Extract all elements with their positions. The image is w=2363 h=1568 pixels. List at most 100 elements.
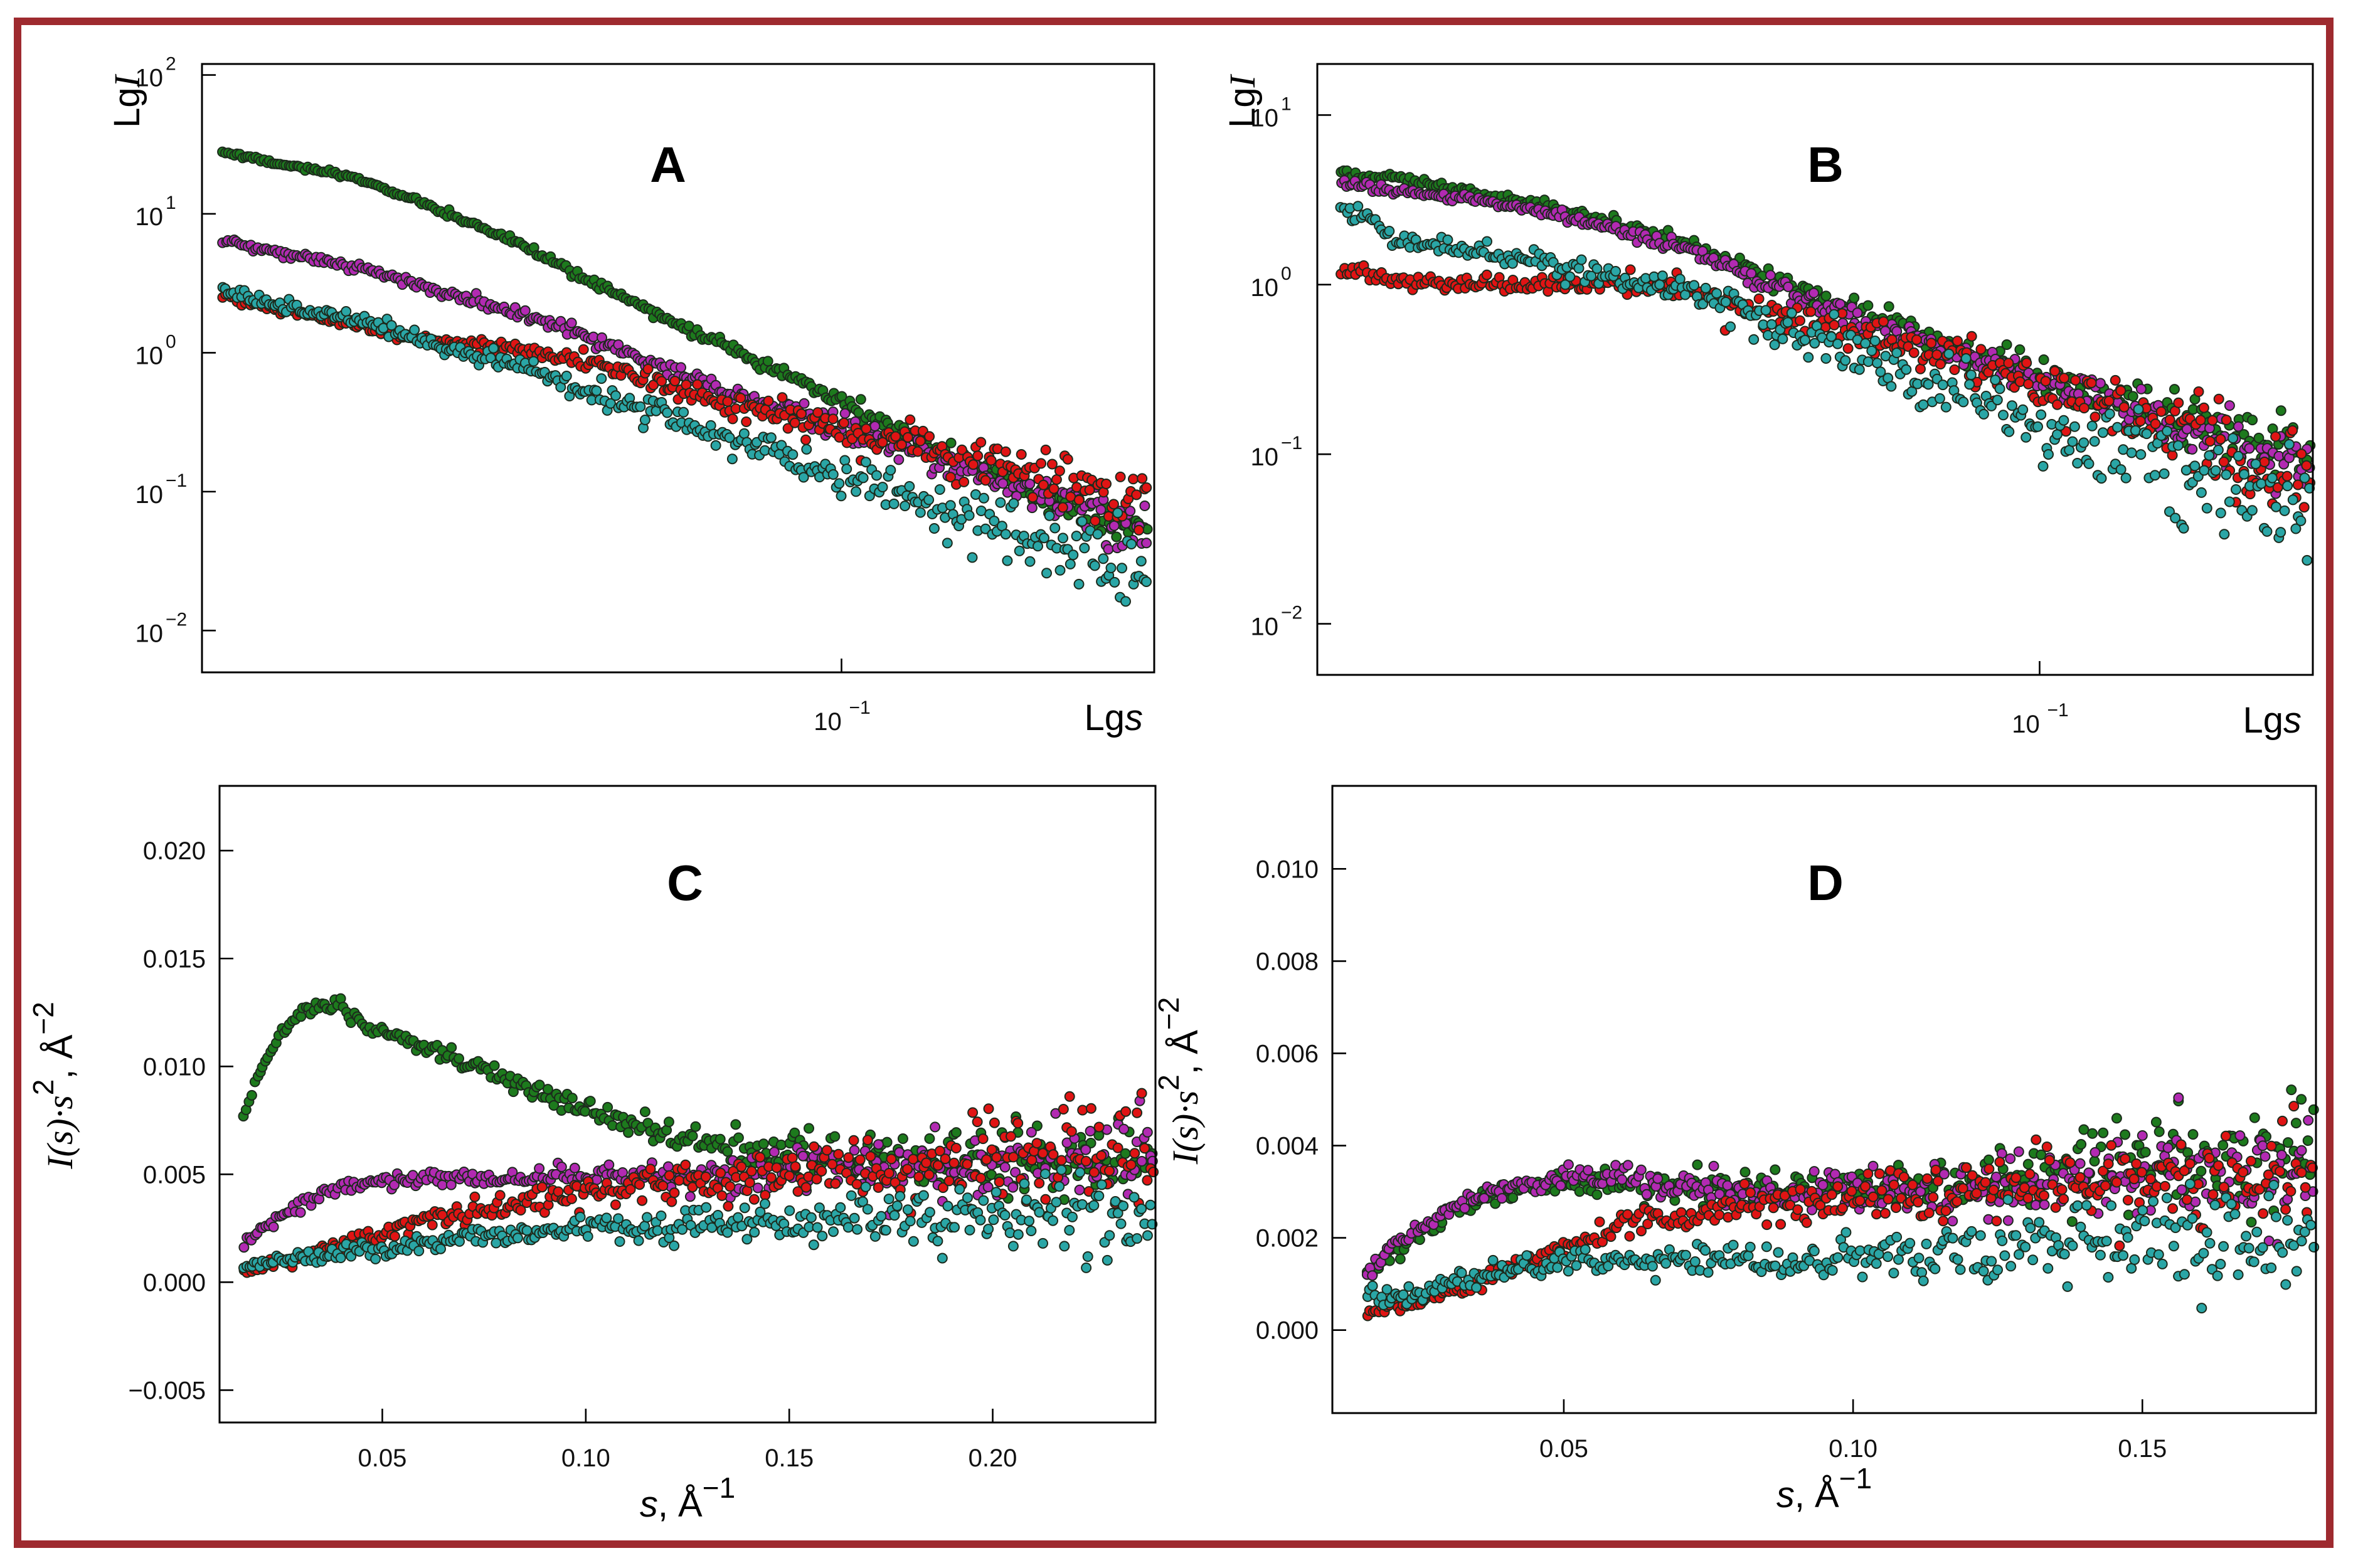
data-point	[2135, 449, 2147, 460]
data-point	[821, 1145, 832, 1156]
data-point	[738, 428, 750, 439]
data-point	[956, 444, 967, 455]
data-point	[877, 482, 888, 493]
data-point	[1937, 379, 1948, 391]
data-point	[741, 416, 752, 427]
data-point	[893, 454, 905, 465]
data-point	[2281, 470, 2293, 482]
data-point	[1077, 1104, 1088, 1116]
data-point	[1081, 1262, 1092, 1273]
data-point	[885, 465, 896, 476]
x-tick-label: 0.10	[561, 1444, 610, 1472]
data-point	[726, 453, 738, 465]
data-point	[1849, 292, 1860, 304]
data-point	[494, 1190, 506, 1201]
data-point	[634, 1179, 645, 1190]
y-tick-exponent: 1	[1281, 93, 1292, 114]
data-point	[2295, 515, 2307, 526]
data-point	[2266, 472, 2278, 484]
data-point	[1801, 1217, 1812, 1228]
data-point	[1635, 1164, 1647, 1175]
data-point	[1014, 545, 1025, 556]
data-point	[663, 1116, 674, 1128]
data-point	[722, 396, 733, 407]
data-point	[370, 1253, 381, 1264]
data-point	[2037, 460, 2049, 472]
data-point	[830, 1178, 841, 1189]
data-point	[2276, 1150, 2287, 1160]
data-point	[1058, 1104, 1069, 1115]
data-point	[948, 1157, 960, 1168]
data-point	[2126, 447, 2137, 458]
data-point	[662, 407, 673, 418]
data-point	[972, 1116, 983, 1128]
data-point	[975, 1172, 987, 1184]
data-point	[662, 1161, 674, 1172]
data-point	[923, 1169, 935, 1180]
data-point	[839, 455, 851, 466]
data-point	[1034, 1207, 1045, 1218]
y-axis-label: LgI	[107, 73, 147, 128]
data-point	[883, 1194, 895, 1205]
data-point	[1725, 321, 1736, 332]
data-point	[2275, 527, 2286, 538]
data-point	[2198, 402, 2209, 413]
data-point	[1084, 484, 1095, 495]
data-point	[2149, 470, 2160, 481]
data-point	[1019, 1178, 1030, 1189]
data-point	[1033, 541, 1043, 552]
series-cyan	[217, 282, 1152, 607]
data-point	[1125, 506, 1136, 517]
data-point	[860, 457, 871, 468]
data-point	[519, 305, 531, 316]
data-point	[1795, 315, 1805, 326]
data-point	[2218, 456, 2229, 467]
series-cyan	[1335, 201, 2315, 566]
data-point	[569, 1162, 580, 1173]
data-point	[1142, 1126, 1153, 1138]
data-point	[1739, 1167, 1751, 1178]
data-point	[1000, 446, 1011, 457]
data-point	[591, 1174, 602, 1185]
data-point	[755, 1152, 766, 1163]
panel-c: 0.05 0.10 0.15 0.200.0200.0150.0100.0050.00…	[27, 785, 1159, 1525]
data-point	[2098, 1127, 2109, 1138]
data-point	[1141, 576, 1152, 587]
data-point	[722, 1227, 733, 1238]
data-point	[1056, 1164, 1067, 1175]
data-point	[980, 523, 991, 534]
data-point	[1923, 379, 1934, 390]
data-point	[908, 1236, 919, 1247]
data-point	[1765, 270, 1776, 281]
data-point	[1085, 1103, 1097, 1114]
data-point	[2004, 426, 2015, 437]
data-point	[758, 1138, 769, 1150]
data-point	[2215, 507, 2226, 519]
data-point	[1008, 498, 1019, 509]
data-point	[983, 1103, 994, 1115]
data-point	[1026, 1126, 1037, 1138]
data-point	[2115, 385, 2127, 396]
data-point	[1775, 1219, 1787, 1230]
data-point	[746, 1165, 757, 1177]
data-point	[413, 1246, 425, 1256]
data-point	[1089, 560, 1100, 571]
data-point	[1057, 502, 1068, 513]
data-point	[940, 1153, 951, 1165]
data-point	[1949, 364, 1960, 375]
data-point	[842, 1222, 854, 1233]
data-point	[645, 1163, 656, 1175]
data-point	[2219, 529, 2230, 540]
data-point	[915, 435, 926, 447]
data-point	[2141, 428, 2152, 440]
data-point	[639, 1106, 650, 1118]
data-point	[1657, 270, 1668, 282]
data-point	[2302, 554, 2313, 566]
data-point	[2290, 1118, 2302, 1129]
x-axis-label: Lgs	[1084, 697, 1143, 738]
data-point	[1708, 1160, 1719, 1172]
data-point	[2233, 450, 2244, 462]
data-point	[2159, 468, 2170, 479]
data-point	[1786, 307, 1797, 319]
data-point	[578, 344, 589, 355]
